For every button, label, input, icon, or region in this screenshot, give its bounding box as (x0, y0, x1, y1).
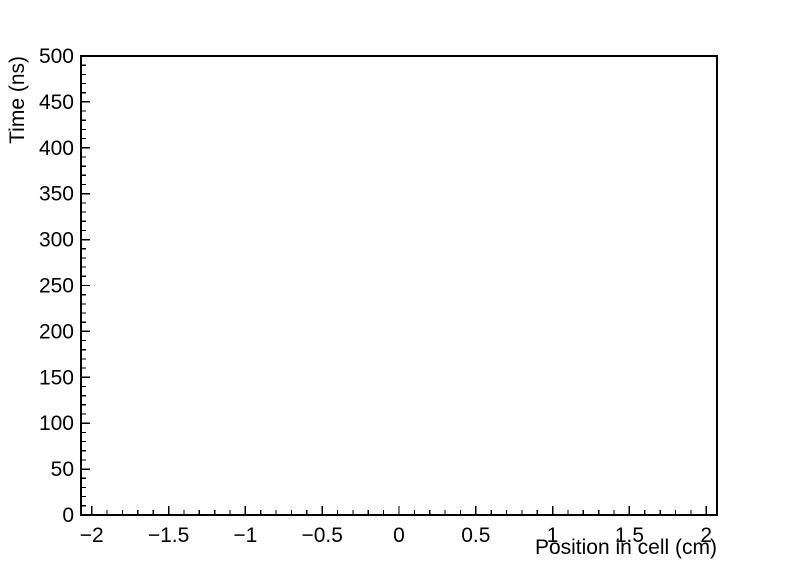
y-tick-label: 150 (39, 366, 74, 389)
x-tick-label: 2 (700, 524, 712, 547)
y-axis-tick-labels: 0 50 100 150 200 250 300 350 400 450 500 (39, 45, 74, 527)
x-tick-label: 1 (547, 524, 559, 547)
y-tick-label: 300 (39, 229, 74, 252)
x-axis-major-ticks (91, 506, 707, 515)
plot-area-background (81, 56, 717, 515)
y-tick-label: 400 (39, 137, 74, 160)
y-tick-label: 450 (39, 91, 74, 114)
x-tick-label: −0.5 (301, 524, 342, 547)
x-tick-label: −2 (80, 524, 104, 547)
x-tick-label: 0.5 (461, 524, 490, 547)
frame-rectangle (80, 55, 718, 516)
x-tick-label: −1.5 (148, 524, 189, 547)
y-axis-minor-ticks (81, 64, 86, 507)
y-tick-label: 50 (51, 458, 74, 481)
y-tick-label: 0 (62, 504, 74, 527)
x-axis-minor-ticks (106, 510, 692, 515)
x-axis-tick-labels: −2 −1.5 −1 −0.5 0 0.5 1 1.5 2 (80, 524, 712, 547)
axes-frame (80, 55, 718, 516)
y-axis-major-ticks (81, 55, 90, 516)
x-tick-label: 1.5 (615, 524, 644, 547)
y-tick-label: 350 (39, 183, 74, 206)
y-tick-label: 250 (39, 275, 74, 298)
y-tick-label: 100 (39, 412, 74, 435)
x-tick-label: 0 (393, 524, 405, 547)
y-tick-label: 200 (39, 320, 74, 343)
y-tick-label: 500 (39, 45, 74, 68)
y-axis-title: Time (ns) (6, 56, 29, 144)
x-axis-title: Position in cell (cm) (535, 536, 717, 559)
x-tick-label: −1 (233, 524, 257, 547)
